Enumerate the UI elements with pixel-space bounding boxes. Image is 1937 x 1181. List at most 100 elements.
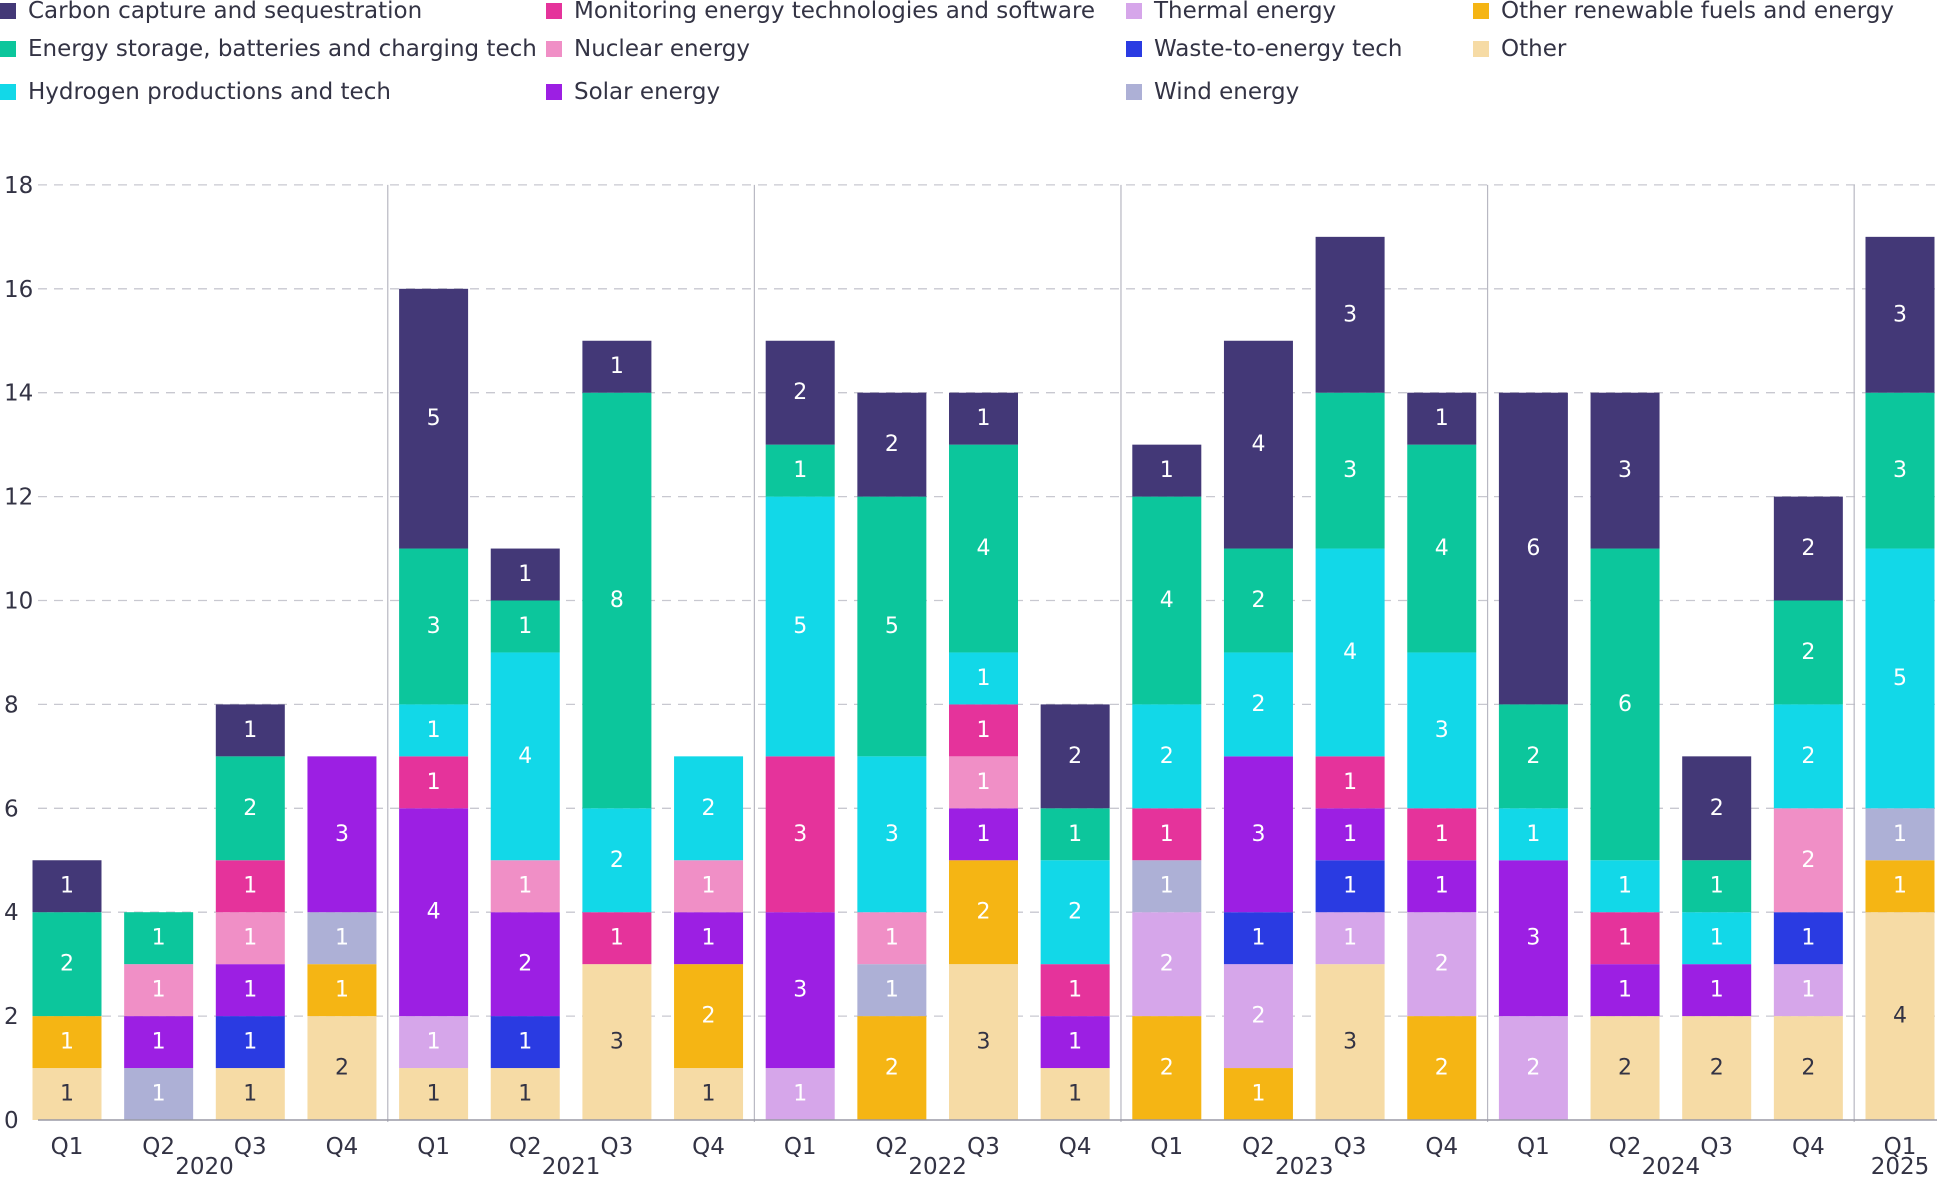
data-label: 2 <box>1710 796 1724 821</box>
bar-segment-thermal-energy <box>1315 912 1385 965</box>
data-label: 1 <box>427 718 441 743</box>
x-tick-label: Q1 <box>784 1134 817 1160</box>
bar-segment-monitoring-energy-technologies-and-software <box>1040 964 1110 1017</box>
bar-segment-nuclear-energy <box>674 860 744 913</box>
bar-segment-carbon-capture-and-sequestration <box>1223 340 1293 549</box>
data-label: 1 <box>977 666 991 691</box>
data-label: 1 <box>1068 1030 1082 1055</box>
bar-segment-waste-to-energy-tech <box>215 1016 285 1069</box>
bar-stack-2023-q4: 2 2 1 1 3 4 1 <box>1407 392 1477 1120</box>
bar-segment-energy-storage-batteries-and-charging-tech <box>490 600 560 653</box>
data-label: 3 <box>1435 718 1449 743</box>
year-label: 2024 <box>1642 1154 1701 1180</box>
year-label: 2021 <box>542 1154 601 1180</box>
data-label: 1 <box>1893 822 1907 847</box>
data-label: 4 <box>1343 640 1357 665</box>
bar-segment-energy-storage-batteries-and-charging-tech <box>582 392 652 809</box>
data-label: 2 <box>885 432 899 457</box>
bar-segment-carbon-capture-and-sequestration <box>1773 496 1843 601</box>
data-label: 1 <box>60 1030 74 1055</box>
bar-segment-energy-storage-batteries-and-charging-tech <box>1773 600 1843 705</box>
bar-segment-hydrogen-productions-and-tech <box>1865 548 1935 809</box>
bar-stack-2022-q4: 1 1 1 2 1 2 <box>1040 704 1110 1120</box>
bar-stack-2020-q2: 1 1 1 1 <box>124 912 194 1120</box>
bar-segment-other <box>1865 912 1935 1120</box>
bar-segment-energy-storage-batteries-and-charging-tech <box>1132 496 1202 705</box>
bar-segment-hydrogen-productions-and-tech <box>582 808 652 913</box>
y-tick-label: 4 <box>4 900 19 926</box>
data-label: 3 <box>1343 1030 1357 1055</box>
x-tick-label: Q2 <box>875 1134 908 1160</box>
bar-segment-nuclear-energy <box>124 964 194 1017</box>
data-label: 5 <box>885 614 899 639</box>
bar-stack-2020-q3: 1 1 1 1 1 2 1 <box>215 704 285 1120</box>
bar-segment-energy-storage-batteries-and-charging-tech <box>1223 548 1293 653</box>
legend-item-monitoring-energy-technologies-and-software: Monitoring energy technologies and softw… <box>546 0 1095 26</box>
legend-item-waste-to-energy-tech: Waste-to-energy tech <box>1126 34 1402 64</box>
data-label: 1 <box>152 1030 166 1055</box>
bar-segment-energy-storage-batteries-and-charging-tech <box>1865 392 1935 549</box>
bar-segment-monitoring-energy-technologies-and-software <box>1590 912 1660 965</box>
data-label: 1 <box>518 562 532 587</box>
bar-segment-thermal-energy <box>765 1068 835 1120</box>
data-label: 3 <box>1343 458 1357 483</box>
bar-segment-nuclear-energy <box>215 912 285 965</box>
data-label: 2 <box>1801 536 1815 561</box>
x-tick-label: Q1 <box>1150 1134 1183 1160</box>
bar-segment-other <box>1315 964 1385 1120</box>
bar-segment-wind-energy <box>124 1068 194 1120</box>
legend-swatch <box>546 41 562 57</box>
legend-item-other: Other <box>1473 34 1566 64</box>
data-label: 2 <box>1251 692 1265 717</box>
data-label: 2 <box>1160 1056 1174 1081</box>
data-label: 1 <box>610 926 624 951</box>
bar-segment-solar-energy <box>674 912 744 965</box>
data-label: 3 <box>610 1030 624 1055</box>
data-label: 1 <box>243 874 257 899</box>
data-label: 1 <box>793 458 807 483</box>
data-label: 1 <box>1343 822 1357 847</box>
bar-segment-hydrogen-productions-and-tech <box>1498 808 1568 861</box>
data-label: 2 <box>1801 744 1815 769</box>
bar-segment-solar-energy <box>1407 860 1477 913</box>
bar-segment-energy-storage-batteries-and-charging-tech <box>215 756 285 861</box>
x-tick-label: Q3 <box>1334 1134 1367 1160</box>
data-label: 1 <box>702 926 716 951</box>
bar-segment-monitoring-energy-technologies-and-software <box>765 756 835 913</box>
bar-stack-2021-q1: 1 1 4 1 1 3 5 <box>399 288 469 1120</box>
bar-segment-other <box>1040 1068 1110 1120</box>
bar-segment-energy-storage-batteries-and-charging-tech <box>1407 444 1477 653</box>
bar-segment-other-renewable-fuels-and-energy <box>1865 860 1935 913</box>
legend-swatch <box>0 3 16 19</box>
data-label: 3 <box>427 614 441 639</box>
x-tick-label: Q1 <box>1884 1134 1917 1160</box>
data-label: 1 <box>977 406 991 431</box>
data-label: 5 <box>1893 666 1907 691</box>
data-label: 3 <box>977 1030 991 1055</box>
bar-stack-2020-q4: 2 1 1 3 <box>307 756 377 1120</box>
bar-segment-energy-storage-batteries-and-charging-tech <box>1040 808 1110 861</box>
data-label: 4 <box>1435 536 1449 561</box>
data-label: 1 <box>335 926 349 951</box>
data-label: 1 <box>1068 978 1082 1003</box>
bar-segment-carbon-capture-and-sequestration <box>1682 756 1752 861</box>
legend-swatch <box>1473 3 1489 19</box>
x-tick-label: Q3 <box>601 1134 634 1160</box>
legend-swatch <box>546 3 562 19</box>
data-label: 1 <box>335 978 349 1003</box>
bar-segment-energy-storage-batteries-and-charging-tech <box>949 444 1018 653</box>
data-label: 1 <box>1160 822 1174 847</box>
bar-segment-solar-energy <box>307 756 377 913</box>
legend-swatch <box>1126 84 1142 100</box>
data-label: 1 <box>1435 406 1449 431</box>
legend-item-wind-energy: Wind energy <box>1126 77 1299 107</box>
data-label: 8 <box>610 588 624 613</box>
bar-segment-carbon-capture-and-sequestration <box>1590 392 1660 549</box>
bar-segment-carbon-capture-and-sequestration <box>1498 392 1568 705</box>
bar-segment-other <box>674 1068 744 1120</box>
bar-segment-energy-storage-batteries-and-charging-tech <box>765 444 835 497</box>
bar-segment-carbon-capture-and-sequestration <box>1407 392 1477 445</box>
legend-label: Carbon capture and sequestration <box>28 0 423 24</box>
bar-segment-hydrogen-productions-and-tech <box>1682 912 1752 965</box>
data-label: 1 <box>1343 770 1357 795</box>
